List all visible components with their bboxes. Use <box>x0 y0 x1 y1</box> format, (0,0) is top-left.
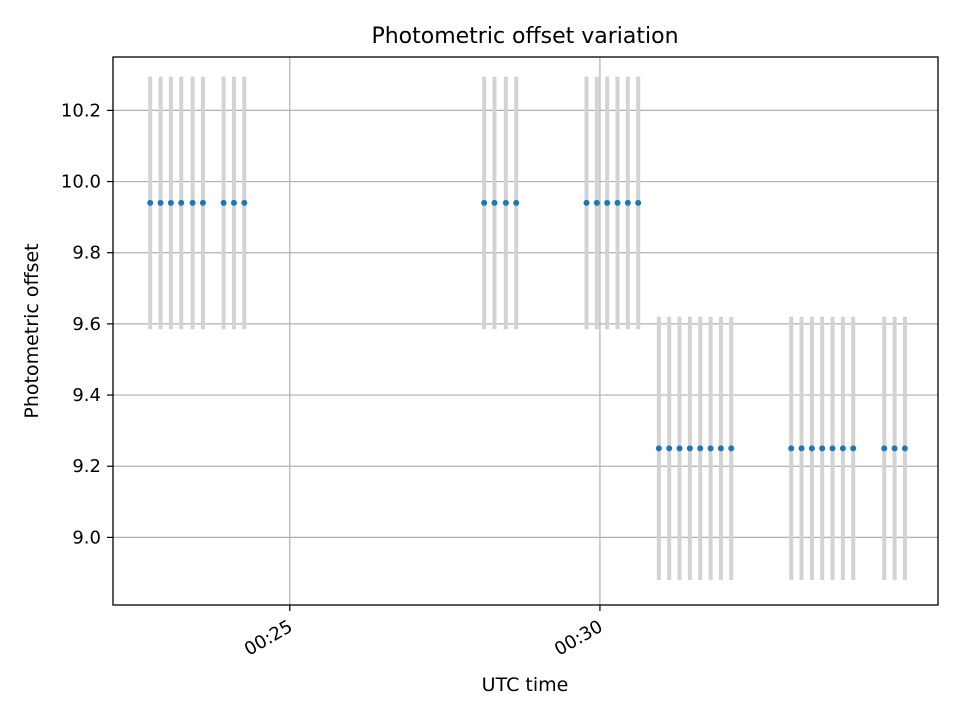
data-point <box>707 445 714 452</box>
data-point <box>829 445 836 452</box>
data-point <box>147 199 154 206</box>
data-point <box>178 199 185 206</box>
data-point <box>157 199 164 206</box>
data-point <box>788 445 795 452</box>
data-point <box>583 199 590 206</box>
y-tick-label: 9.6 <box>72 314 101 335</box>
chart-title: Photometric offset variation <box>371 24 678 49</box>
data-point <box>481 199 488 206</box>
data-point <box>666 445 673 452</box>
data-point <box>798 445 805 452</box>
data-point <box>901 445 908 452</box>
x-axis-label: UTC time <box>482 674 569 696</box>
data-point <box>491 199 498 206</box>
data-point <box>697 445 704 452</box>
data-point <box>199 199 206 206</box>
data-point <box>635 199 642 206</box>
data-point <box>241 199 248 206</box>
y-tick-label: 10.0 <box>61 172 101 193</box>
data-point <box>819 445 826 452</box>
data-point <box>717 445 724 452</box>
data-point <box>808 445 815 452</box>
data-point <box>167 199 174 206</box>
data-point <box>513 199 520 206</box>
data-point <box>604 199 611 206</box>
grid-layer <box>113 57 938 605</box>
y-tick-label: 9.4 <box>72 385 101 406</box>
data-point <box>593 199 600 206</box>
y-tick-label: 9.0 <box>72 527 101 548</box>
y-tick-label: 9.8 <box>72 243 101 264</box>
plot-frame <box>112 56 939 606</box>
y-tick-label: 10.2 <box>61 100 101 121</box>
data-point <box>189 199 196 206</box>
y-axis-label: Photometric offset <box>21 243 43 418</box>
data-point <box>614 199 621 206</box>
data-point <box>655 445 662 452</box>
y-tick-label: 9.2 <box>72 456 101 477</box>
data-point <box>891 445 898 452</box>
data-point <box>850 445 857 452</box>
data-point <box>220 199 227 206</box>
data-point <box>230 199 237 206</box>
point-layer <box>147 199 908 452</box>
data-point <box>839 445 846 452</box>
data-point <box>728 445 735 452</box>
data-point <box>676 445 683 452</box>
data-point <box>686 445 693 452</box>
data-point <box>624 199 631 206</box>
data-point <box>502 199 509 206</box>
data-point <box>881 445 888 452</box>
